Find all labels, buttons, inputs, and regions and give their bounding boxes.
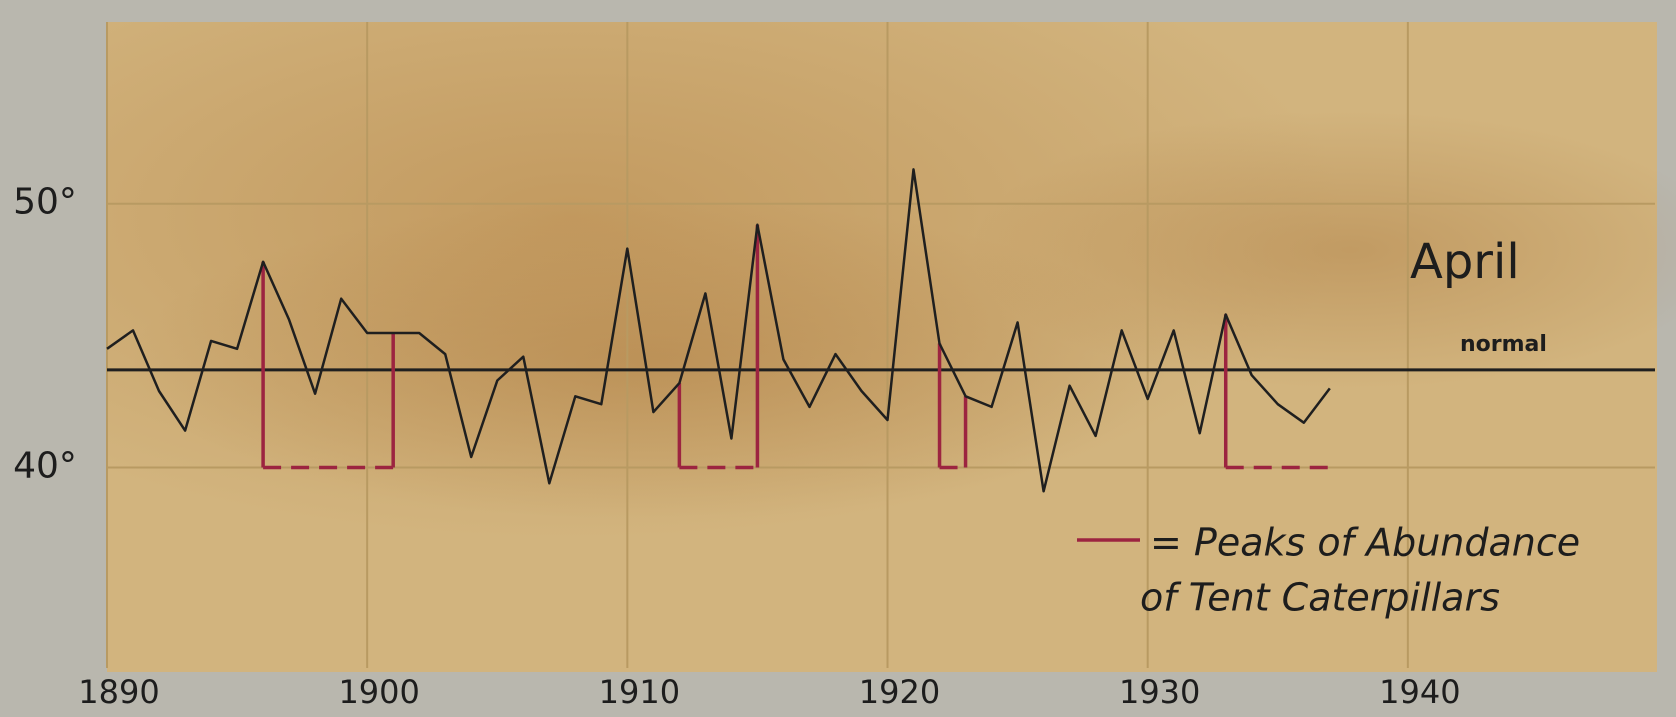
x-tick-label: 1920	[859, 673, 940, 711]
x-tick-label: 1910	[599, 673, 680, 711]
x-tick-label: 1940	[1379, 673, 1460, 711]
legend-label: of Tent Caterpillars	[1140, 576, 1500, 620]
x-tick-label: 1900	[338, 673, 419, 711]
x-tick-label: 1930	[1119, 673, 1200, 711]
annotation: April	[1410, 234, 1520, 290]
legend-label: = Peaks of Abundance	[1150, 521, 1580, 565]
x-tick-label: 1890	[78, 673, 159, 711]
normal-label: normal	[1460, 332, 1547, 357]
y-tick-label: 50°	[13, 182, 77, 223]
y-tick-label: 40°	[13, 446, 77, 487]
